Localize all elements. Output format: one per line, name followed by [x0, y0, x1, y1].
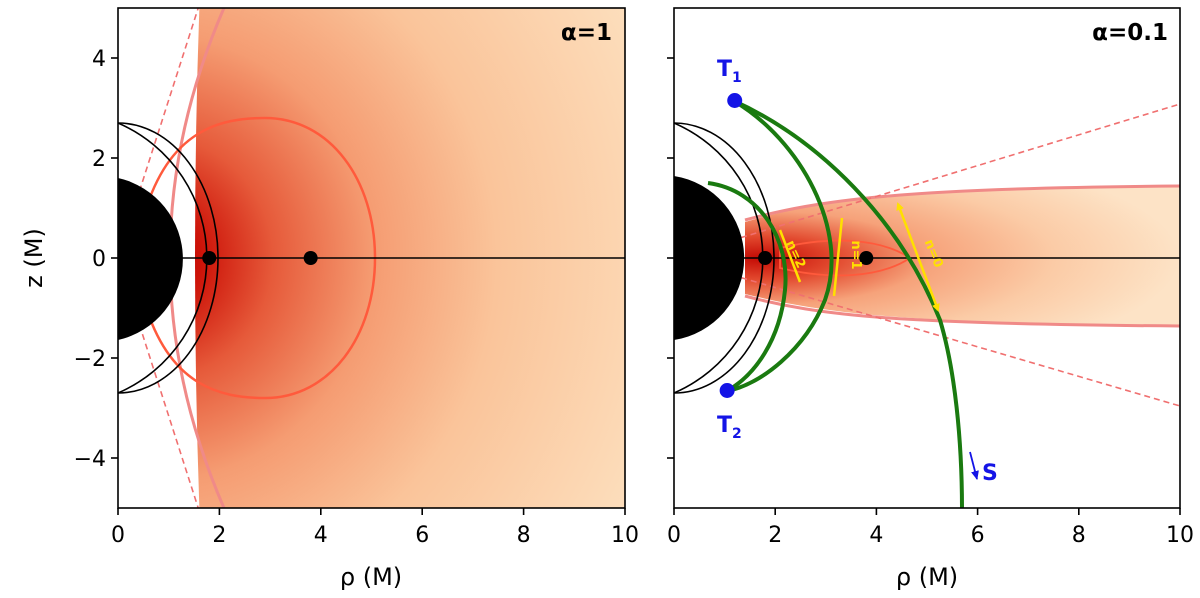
y-tick-label: −2	[74, 347, 106, 372]
trajectory-n1	[726, 99, 834, 393]
annotation-n1: n=1	[848, 240, 863, 269]
light-ring-point-inner	[202, 251, 217, 265]
light-ring-point-inner	[758, 251, 773, 265]
disk-density-region	[195, 8, 625, 508]
dashed-line-lower	[118, 257, 200, 508]
dashed-line-upper	[674, 103, 1180, 259]
y-tick-label: −4	[74, 447, 106, 472]
x-tick-label: 0	[111, 523, 125, 548]
x-tick-label: 4	[869, 523, 883, 548]
x-tick-label: 2	[768, 523, 782, 548]
x-tick-label: 6	[971, 523, 985, 548]
x-tick-label: 8	[1072, 523, 1086, 548]
arrow-S	[969, 451, 979, 480]
y-axis-label: z (M)	[20, 228, 48, 288]
label-T2: T2	[717, 413, 742, 442]
y-tick-label: 0	[92, 247, 106, 272]
x-tick-label: 0	[667, 523, 681, 548]
annotation-arrow-n0	[896, 202, 940, 312]
panel-title: α=1	[561, 20, 612, 46]
x-axis-label: ρ (M)	[340, 563, 402, 591]
black-hole	[118, 178, 183, 340]
disk-boundary-lower	[744, 294, 1180, 328]
annotation-arrow-n1	[832, 217, 844, 297]
label-T1: T1	[717, 57, 742, 86]
panel-alpha-1: α=1 0 2 4 6 8 10 −4 −2 0 2 4 ρ (M) z (M)	[20, 7, 639, 591]
marker-T1	[727, 93, 743, 108]
disk-boundary-upper	[744, 184, 1180, 222]
marker-T2	[719, 383, 735, 398]
x-tick-label: 4	[314, 523, 328, 548]
disk-density-region	[745, 186, 1180, 326]
panel-alpha-0.1: T1 T2 n=0 n=1 n=2 S α=0.1 0 2 4 6 8 10 ρ (M)	[667, 7, 1194, 591]
y-tick-label: 2	[92, 147, 106, 172]
x-tick-label: 6	[415, 523, 429, 548]
y-tick-label: 4	[92, 47, 106, 72]
dashed-line-upper	[118, 8, 200, 259]
light-ring-point-outer	[303, 251, 318, 265]
x-axis-label: ρ (M)	[896, 563, 958, 591]
dashed-line-lower	[674, 257, 1180, 407]
annotation-arrow-n2	[778, 229, 802, 283]
x-tick-label: 10	[1166, 523, 1194, 548]
x-tick-label: 8	[517, 523, 531, 548]
x-tick-label: 10	[611, 523, 639, 548]
light-ring-point-outer	[859, 251, 874, 265]
label-S: S	[982, 461, 998, 486]
x-tick-label: 2	[212, 523, 226, 548]
panel-title: α=0.1	[1092, 20, 1168, 46]
trajectory-n2	[707, 181, 788, 393]
